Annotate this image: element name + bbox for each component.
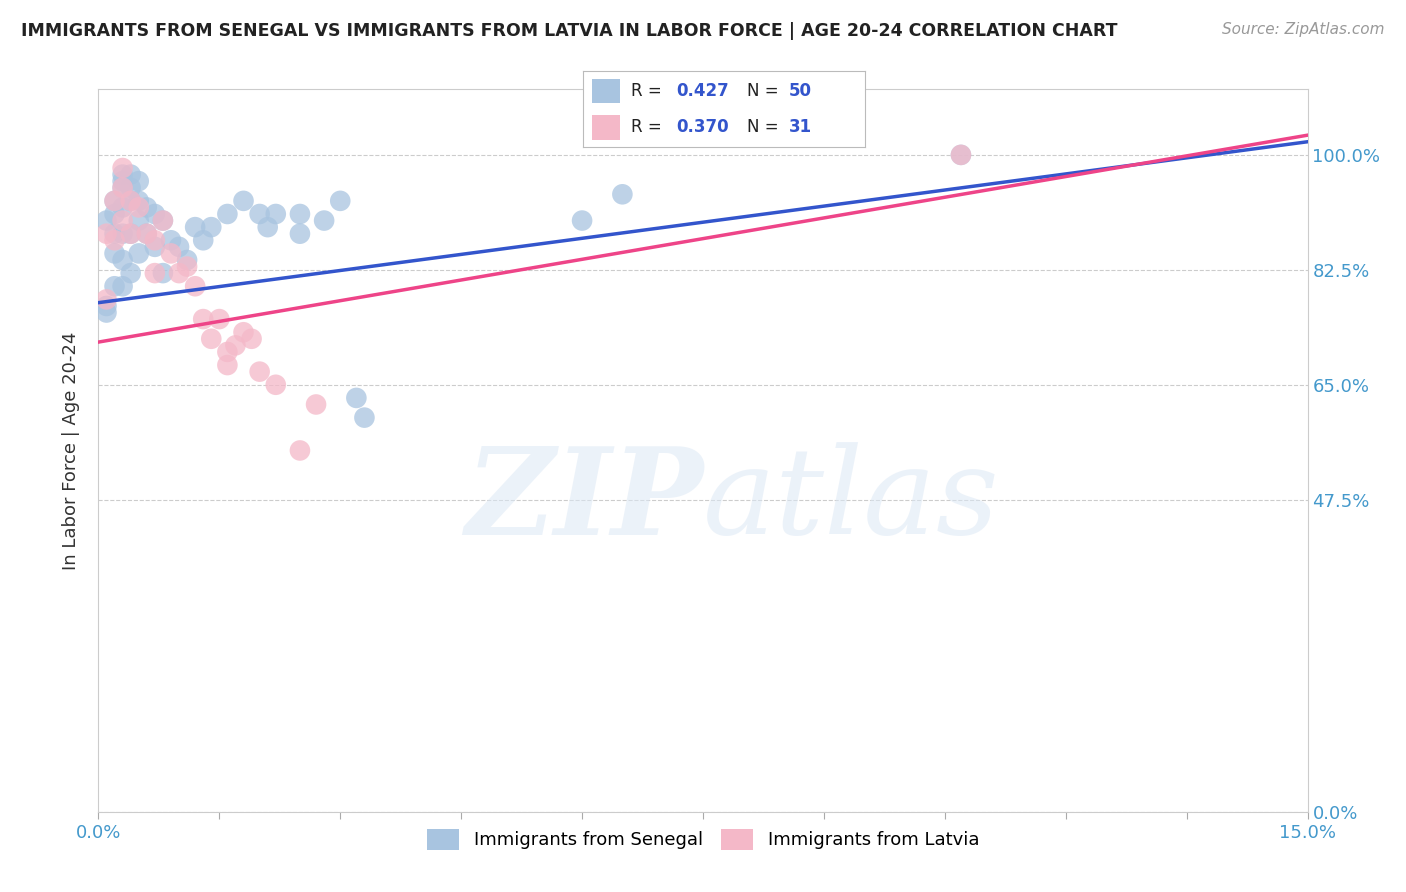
- Point: [135, 227, 157, 241]
- FancyBboxPatch shape: [592, 79, 620, 103]
- Point: [96, 299, 118, 313]
- Point: [120, 168, 142, 182]
- Point: [184, 220, 207, 235]
- Point: [96, 227, 118, 241]
- Point: [193, 312, 215, 326]
- Point: [224, 338, 246, 352]
- Text: 0.427: 0.427: [676, 82, 730, 100]
- Text: 31: 31: [789, 119, 811, 136]
- Text: 0.370: 0.370: [676, 119, 728, 136]
- Point: [103, 227, 125, 241]
- Point: [128, 201, 150, 215]
- Point: [288, 227, 311, 241]
- Y-axis label: In Labor Force | Age 20-24: In Labor Force | Age 20-24: [62, 331, 80, 570]
- Point: [143, 240, 166, 254]
- Point: [135, 227, 157, 241]
- Point: [135, 201, 157, 215]
- Point: [571, 213, 593, 227]
- Point: [96, 293, 118, 307]
- Point: [949, 148, 972, 162]
- Point: [103, 233, 125, 247]
- Point: [120, 194, 142, 208]
- Point: [96, 213, 118, 227]
- Point: [184, 279, 207, 293]
- Point: [120, 180, 142, 194]
- Point: [120, 227, 142, 241]
- Point: [103, 194, 125, 208]
- Point: [103, 279, 125, 293]
- Point: [353, 410, 375, 425]
- Point: [288, 207, 311, 221]
- Legend: Immigrants from Senegal, Immigrants from Latvia: Immigrants from Senegal, Immigrants from…: [419, 822, 987, 857]
- Point: [120, 194, 142, 208]
- Point: [217, 207, 239, 221]
- Point: [111, 180, 134, 194]
- Point: [264, 207, 287, 221]
- Point: [120, 227, 142, 241]
- Point: [176, 260, 198, 274]
- Point: [612, 187, 634, 202]
- Point: [128, 174, 150, 188]
- Point: [232, 194, 254, 208]
- Point: [249, 207, 271, 221]
- Point: [949, 148, 972, 162]
- Point: [111, 227, 134, 241]
- Point: [160, 246, 183, 260]
- Text: N =: N =: [747, 119, 783, 136]
- Point: [103, 246, 125, 260]
- Point: [200, 332, 222, 346]
- Point: [128, 246, 150, 260]
- Point: [111, 201, 134, 215]
- Point: [111, 174, 134, 188]
- Point: [344, 391, 367, 405]
- Point: [143, 266, 166, 280]
- Point: [232, 325, 254, 339]
- Point: [111, 252, 134, 267]
- Point: [256, 220, 278, 235]
- Point: [329, 194, 352, 208]
- Point: [111, 180, 134, 194]
- Point: [111, 168, 134, 182]
- Point: [249, 365, 271, 379]
- Point: [111, 279, 134, 293]
- Point: [120, 266, 142, 280]
- Point: [128, 194, 150, 208]
- Point: [167, 240, 190, 254]
- Point: [128, 213, 150, 227]
- Point: [208, 312, 231, 326]
- Text: ZIP: ZIP: [465, 442, 703, 560]
- Text: N =: N =: [747, 82, 783, 100]
- Point: [152, 213, 174, 227]
- Point: [240, 332, 263, 346]
- Point: [176, 252, 198, 267]
- FancyBboxPatch shape: [592, 115, 620, 140]
- Point: [217, 358, 239, 372]
- Point: [264, 377, 287, 392]
- Text: Source: ZipAtlas.com: Source: ZipAtlas.com: [1222, 22, 1385, 37]
- Text: IMMIGRANTS FROM SENEGAL VS IMMIGRANTS FROM LATVIA IN LABOR FORCE | AGE 20-24 COR: IMMIGRANTS FROM SENEGAL VS IMMIGRANTS FR…: [21, 22, 1118, 40]
- Point: [288, 443, 311, 458]
- Point: [143, 207, 166, 221]
- Point: [103, 207, 125, 221]
- Point: [167, 266, 190, 280]
- Point: [111, 161, 134, 175]
- Point: [217, 345, 239, 359]
- Point: [152, 213, 174, 227]
- Text: R =: R =: [631, 82, 668, 100]
- Point: [305, 397, 328, 411]
- Text: atlas: atlas: [703, 442, 1000, 560]
- Point: [160, 233, 183, 247]
- Text: R =: R =: [631, 119, 668, 136]
- Text: 50: 50: [789, 82, 811, 100]
- Point: [143, 233, 166, 247]
- Point: [152, 266, 174, 280]
- Point: [96, 305, 118, 319]
- Point: [103, 194, 125, 208]
- Point: [193, 233, 215, 247]
- Point: [200, 220, 222, 235]
- Point: [111, 213, 134, 227]
- Point: [314, 213, 336, 227]
